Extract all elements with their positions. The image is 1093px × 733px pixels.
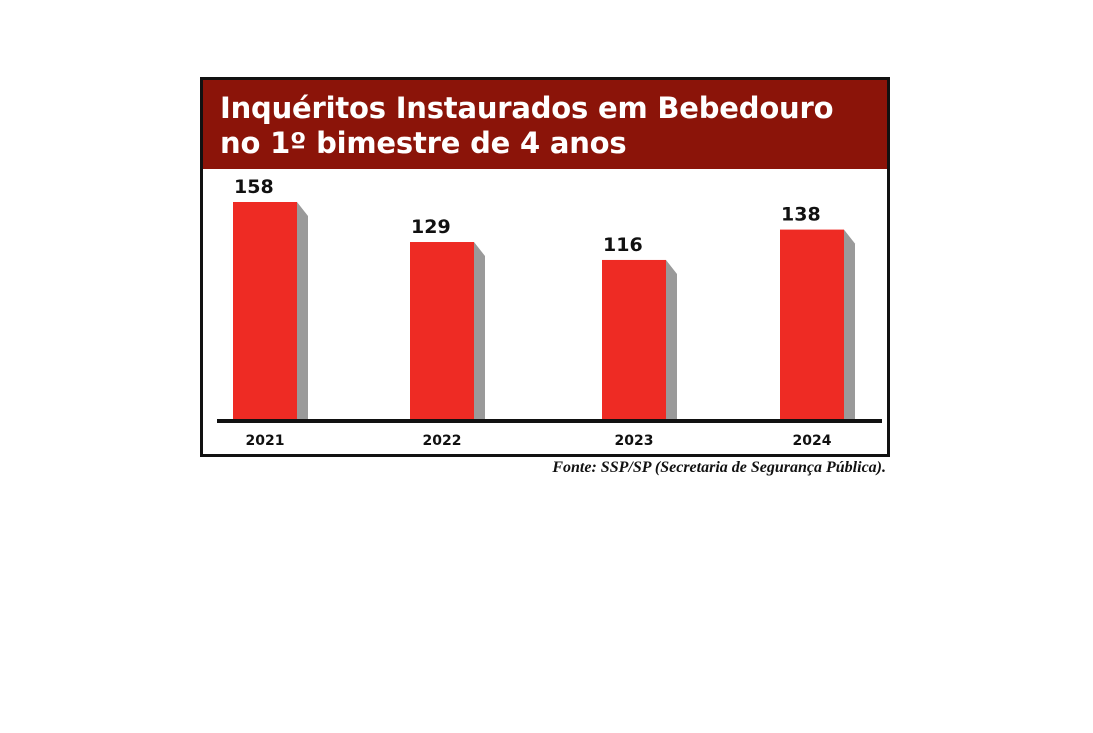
category-label-2023: 2023 [615, 433, 654, 449]
bar-chart: 158 2021 129 2022 116 2023 138 2024 [217, 176, 882, 449]
category-label-2024: 2024 [793, 433, 832, 449]
bar-shadow-2023 [666, 259, 677, 420]
bar-shadow-2024 [844, 229, 855, 420]
category-label-2022: 2022 [423, 433, 462, 449]
value-label-2023: 116 [603, 234, 643, 256]
bar-shadow-2022 [474, 242, 485, 420]
chart-frame: Inquéritos Instaurados em Bebedouro no 1… [200, 77, 890, 457]
bar-2021 [233, 202, 297, 420]
category-label-2021: 2021 [246, 433, 285, 449]
bar-2022 [410, 242, 474, 420]
value-label-2021: 158 [234, 176, 274, 198]
bar-shadow-2021 [297, 202, 308, 420]
bar-2024 [780, 229, 844, 420]
chart-title: Inquéritos Instaurados em Bebedouro no 1… [220, 91, 834, 160]
x-axis-line [217, 419, 882, 423]
title-band: Inquéritos Instaurados em Bebedouro no 1… [203, 80, 887, 169]
bar-2023 [602, 259, 666, 420]
source-note: Fonte: SSP/SP (Secretaria de Segurança P… [552, 459, 886, 476]
value-label-2022: 129 [411, 216, 451, 238]
value-label-2024: 138 [781, 204, 821, 226]
